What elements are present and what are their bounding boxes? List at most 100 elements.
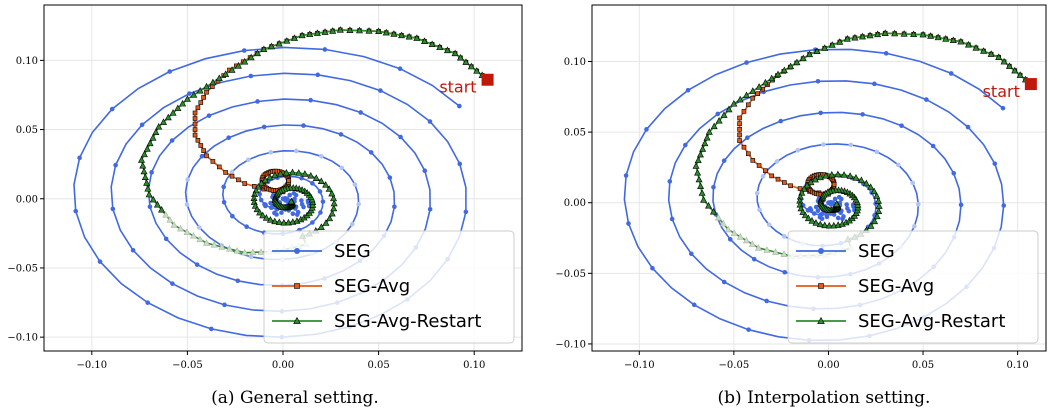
series-seg-point bbox=[310, 181, 315, 186]
series-seg-avg-restart-point bbox=[768, 74, 776, 82]
series-seg-avg-restart-point bbox=[215, 74, 223, 82]
series-seg-avg-restart-point bbox=[873, 212, 881, 220]
series-seg-avg-restart-point bbox=[328, 189, 336, 197]
series-seg-avg-restart-point bbox=[774, 70, 782, 78]
series-seg-avg-restart-point bbox=[927, 32, 935, 39]
series-seg-avg-restart-point bbox=[330, 194, 338, 202]
series-seg-avg-restart-point bbox=[241, 57, 249, 65]
series-seg-point bbox=[795, 148, 801, 153]
series-seg-avg-restart-point bbox=[866, 31, 874, 39]
legend: SEG SEG-Avg SEG-Avg-Restart bbox=[787, 230, 1039, 344]
x-tick-label: 0.10 bbox=[463, 360, 485, 371]
series-seg-avg-restart-point bbox=[867, 183, 875, 190]
chart-general-setting: start −0.10 −0.05 0.00 0.05 0.10 −0.10 −0.05 0.0… bbox=[7, 4, 523, 371]
series-seg-avg-restart-point bbox=[910, 30, 918, 38]
series-seg-avg-restart-point bbox=[852, 174, 860, 181]
series-seg-avg-point bbox=[750, 158, 756, 163]
y-tick-label: −0.05 bbox=[7, 263, 38, 274]
series-seg-avg-restart-point bbox=[807, 178, 815, 186]
series-seg-avg-point bbox=[198, 100, 204, 105]
series-seg-point bbox=[310, 220, 315, 225]
series-seg-point bbox=[872, 81, 877, 87]
series-seg-avg-point bbox=[252, 184, 257, 189]
series-seg-point bbox=[268, 150, 274, 155]
series-seg-point bbox=[244, 224, 249, 229]
series-seg-avg-restart-point bbox=[705, 128, 713, 135]
legend-entry-label: SEG-Avg-Restart bbox=[858, 311, 1005, 332]
series-seg-avg-line bbox=[738, 32, 1032, 196]
series-seg-point bbox=[844, 202, 849, 207]
series-seg-avg-restart-point bbox=[254, 182, 262, 190]
series-seg-avg-restart-point bbox=[804, 214, 812, 222]
series-seg-avg-restart-point bbox=[322, 219, 330, 226]
series-seg-point bbox=[764, 298, 769, 304]
series-seg-avg-restart-point bbox=[209, 78, 217, 86]
series-seg-avg-restart-point bbox=[473, 67, 481, 74]
series-seg-point bbox=[274, 212, 279, 217]
series-seg-avg-restart-point bbox=[170, 221, 178, 228]
series-seg-avg-restart-point bbox=[138, 156, 146, 163]
series-seg-avg-restart-point bbox=[329, 27, 337, 34]
x-tick-label: 0.00 bbox=[817, 360, 839, 371]
series-seg-avg-restart-point bbox=[190, 232, 198, 239]
series-seg-avg-restart-point bbox=[840, 171, 848, 178]
legend-entry-label: SEG-Avg-Restart bbox=[334, 311, 481, 332]
series-seg-point bbox=[299, 175, 304, 181]
series-seg-avg-point bbox=[755, 91, 761, 96]
series-seg-avg-restart-point bbox=[780, 66, 788, 74]
series-seg-point bbox=[711, 184, 716, 190]
series-seg-avg-restart-point bbox=[152, 128, 160, 136]
y-tick-label: 0.00 bbox=[16, 194, 38, 205]
series-seg-avg-point bbox=[831, 182, 837, 187]
series-seg-point bbox=[113, 162, 118, 168]
legend: SEG SEG-Avg SEG-Avg-Restart bbox=[263, 230, 515, 344]
series-seg-point bbox=[754, 190, 760, 196]
series-seg-avg-restart-point bbox=[714, 213, 722, 221]
caption-interpolation-setting: (b) Interpolation setting. bbox=[717, 388, 931, 408]
series-seg-avg-restart-point bbox=[763, 246, 771, 253]
series-seg-avg-restart-point bbox=[196, 86, 204, 94]
series-seg-avg-restart-point bbox=[420, 37, 428, 44]
x-tick-label: 0.05 bbox=[367, 360, 389, 371]
series-seg-avg-restart-point bbox=[210, 241, 218, 248]
series-seg-avg-restart-point bbox=[851, 33, 859, 41]
series-seg-avg-restart-point bbox=[336, 26, 344, 33]
series-seg-avg-point bbox=[201, 95, 206, 100]
series-seg-avg-restart-point bbox=[262, 214, 270, 221]
series-seg-avg-restart-point bbox=[836, 38, 844, 45]
series-seg-point bbox=[623, 173, 629, 178]
series-seg-avg-restart-point bbox=[222, 70, 230, 77]
series-seg-point bbox=[97, 259, 103, 264]
series-seg-avg-restart-point bbox=[249, 248, 257, 256]
legend-marker bbox=[818, 248, 824, 254]
series-seg-avg-restart-point bbox=[375, 27, 383, 34]
series-seg-point bbox=[294, 148, 299, 154]
series-seg-avg-restart-point bbox=[390, 30, 398, 37]
series-seg-point bbox=[322, 47, 328, 52]
series-seg-point bbox=[832, 196, 838, 202]
series-seg-point bbox=[626, 221, 631, 226]
series-seg-point bbox=[841, 214, 846, 219]
series-seg-point bbox=[358, 110, 363, 115]
series-seg-avg-restart-point bbox=[834, 170, 842, 178]
series-seg-avg-point bbox=[204, 89, 209, 95]
x-tick-label: −0.10 bbox=[76, 360, 107, 371]
series-seg-avg-restart-point bbox=[141, 173, 149, 181]
series-seg-point bbox=[721, 158, 727, 163]
series-seg-avg-restart-point bbox=[694, 168, 702, 176]
series-seg-avg-restart-point bbox=[306, 30, 314, 38]
series-seg-point bbox=[196, 225, 202, 230]
series-seg-point bbox=[248, 73, 254, 79]
series-seg-point bbox=[835, 215, 841, 221]
start-marker bbox=[481, 73, 494, 86]
series-seg-avg-restart-point bbox=[846, 172, 854, 179]
series-seg-avg-restart-point bbox=[934, 33, 942, 41]
series-seg-avg-restart-point bbox=[143, 145, 151, 152]
series-seg-avg-restart-point bbox=[701, 139, 709, 147]
series-seg-avg-point bbox=[737, 132, 742, 138]
series-seg-avg-point bbox=[236, 177, 241, 183]
series-seg-avg-restart-point bbox=[225, 245, 233, 252]
y-tick-label: 0.00 bbox=[564, 198, 586, 209]
series-seg-avg-point bbox=[741, 144, 747, 150]
series-seg-avg-restart-point bbox=[295, 169, 303, 176]
